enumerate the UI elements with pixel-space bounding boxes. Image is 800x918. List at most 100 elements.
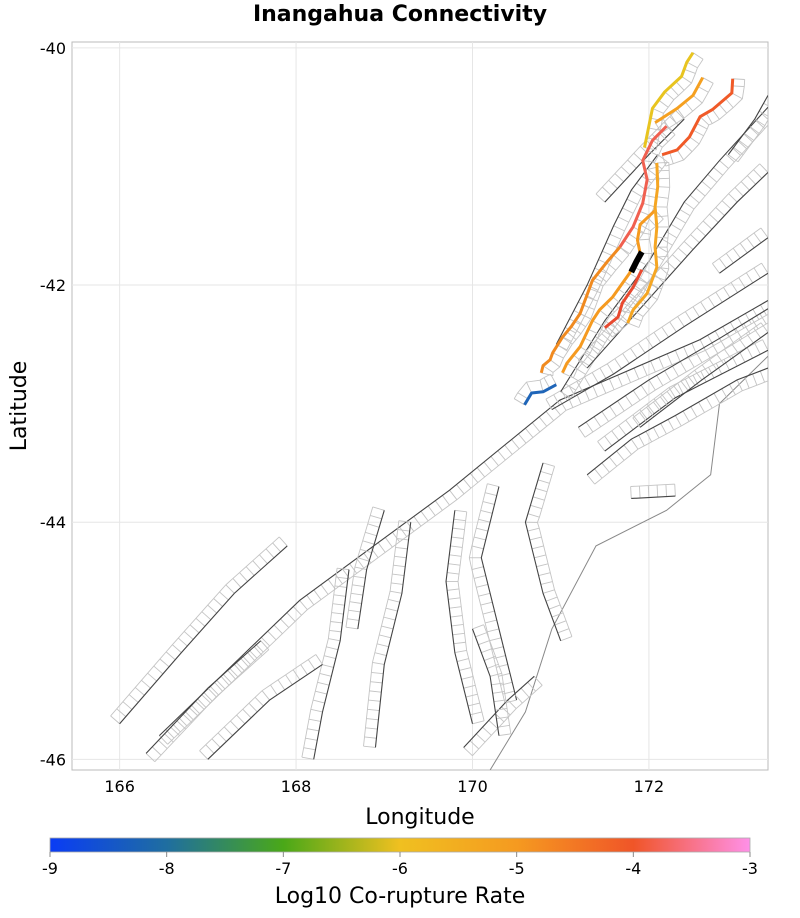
fault-surface-rung bbox=[545, 596, 558, 602]
fault-surface-rung bbox=[626, 198, 638, 205]
fault-surface-rung bbox=[476, 527, 489, 532]
fault-surface-rung bbox=[641, 269, 653, 276]
fault-surface-rung bbox=[374, 652, 387, 657]
fault-surface-rung bbox=[492, 691, 505, 694]
fault-surface-rung bbox=[738, 338, 747, 349]
fault-surface-rung bbox=[110, 715, 120, 725]
colorbar-label: Log10 Co-rupture Rate bbox=[275, 884, 526, 909]
fault-surface-edge bbox=[712, 227, 762, 264]
colored-faults bbox=[513, 51, 746, 406]
fault-surface-rung bbox=[313, 589, 322, 600]
fault-surface-rung bbox=[491, 646, 504, 651]
fault-surface-rung bbox=[630, 347, 638, 359]
fault-surface-rung bbox=[245, 566, 255, 576]
fault-surface-rung bbox=[692, 374, 699, 387]
fault-surface-rung bbox=[725, 153, 735, 163]
fault-surface-rung bbox=[564, 327, 576, 334]
fault-surface-rung bbox=[321, 664, 334, 668]
fault-surface-edge bbox=[536, 466, 573, 637]
fault-surface-rung bbox=[507, 699, 517, 709]
fault-surface-rung bbox=[532, 496, 545, 501]
fault-surface-rung bbox=[674, 415, 682, 427]
fault-surface-rung bbox=[331, 612, 344, 615]
fault-surface-rung bbox=[622, 302, 634, 309]
fault-surface-rung bbox=[701, 364, 710, 375]
fault-surface-rung bbox=[230, 720, 240, 730]
fault-surface-rung bbox=[583, 353, 594, 362]
colorbar-tick-label: -9 bbox=[42, 859, 58, 878]
fault-surface-rung bbox=[639, 224, 651, 232]
fault-surface-rung bbox=[214, 681, 223, 692]
fault-surface-rung bbox=[728, 154, 739, 163]
fault-surface-rung bbox=[497, 724, 510, 728]
fault-surface-rung bbox=[456, 658, 469, 662]
fault-surface-edge bbox=[301, 568, 338, 758]
fault-surface-rung bbox=[392, 573, 405, 576]
fault-surface-rung bbox=[754, 118, 766, 126]
background-fault-trace bbox=[719, 237, 768, 274]
fault-surface-rung bbox=[694, 370, 703, 381]
fault-surface-rung bbox=[754, 343, 761, 355]
fault-surface-rung bbox=[759, 163, 768, 173]
fault-surface-rung bbox=[712, 109, 720, 120]
fault-surface-rung bbox=[715, 363, 723, 375]
fault-surface-rung bbox=[612, 296, 623, 306]
fault-surface-rung bbox=[560, 391, 572, 399]
fault-surface-rung bbox=[248, 702, 258, 713]
coastline bbox=[489, 355, 768, 770]
fault-surface-rung bbox=[657, 154, 668, 163]
fault-surface-rung bbox=[549, 359, 561, 368]
fault-surface-rung bbox=[327, 579, 336, 590]
background-fault-trace bbox=[357, 510, 385, 629]
fault-surface-rung bbox=[684, 68, 696, 74]
fault-surface-rung bbox=[767, 95, 768, 96]
fault-surface-rung bbox=[183, 631, 194, 640]
fault-surface-rung bbox=[390, 590, 402, 594]
fault-surface-rung bbox=[738, 277, 746, 288]
fault-surface-rung bbox=[454, 649, 467, 654]
fault-surface-rung bbox=[261, 690, 270, 701]
fault-surface-rung bbox=[701, 180, 712, 190]
fault-surface-rung bbox=[487, 663, 499, 669]
fault-surface-rung bbox=[637, 342, 646, 354]
background-fault-trace bbox=[560, 106, 768, 393]
fault-surface-rung bbox=[534, 554, 546, 559]
fault-surface-rung bbox=[199, 750, 209, 760]
fault-surface-rung bbox=[317, 681, 330, 686]
fault-surface-rung bbox=[732, 85, 745, 88]
fault-surface-rung bbox=[397, 529, 410, 532]
fault-surface-rung bbox=[713, 167, 724, 176]
fault-surface-rung bbox=[347, 618, 360, 621]
fault-surface-rung bbox=[709, 359, 717, 370]
fault-surface-rung bbox=[145, 753, 156, 762]
fault-surface-edge bbox=[472, 684, 543, 756]
fault-surface-rung bbox=[601, 268, 612, 277]
fault-surface-rung bbox=[731, 355, 738, 367]
fault-surface-rung bbox=[617, 400, 625, 412]
fault-surface-rung bbox=[557, 344, 569, 352]
fault-surface-rung bbox=[494, 713, 505, 723]
fault-surface-rung bbox=[644, 147, 657, 151]
fault-surface-rung bbox=[730, 282, 738, 293]
fault-surface-rung bbox=[652, 107, 664, 114]
fault-surface-rung bbox=[195, 617, 206, 627]
fault-surface-rung bbox=[577, 427, 586, 438]
fault-surface-rung bbox=[182, 713, 193, 723]
fault-surface-rung bbox=[456, 484, 465, 495]
fault-surface-rung bbox=[767, 107, 768, 108]
fault-surface-rung bbox=[736, 379, 743, 391]
fault-surface-rung bbox=[475, 632, 487, 638]
fault-surface-rung bbox=[715, 291, 723, 303]
fault-surface-rung bbox=[451, 536, 464, 539]
fault-surface-rung bbox=[482, 610, 495, 615]
fault-surface-rung bbox=[690, 234, 700, 244]
fault-surface-rung bbox=[697, 86, 709, 93]
fault-surface-rung bbox=[597, 441, 606, 452]
fault-surface-rung bbox=[488, 720, 498, 729]
fault-surface-rung bbox=[722, 326, 730, 338]
fault-surface-rung bbox=[491, 682, 504, 686]
fault-surface-rung bbox=[653, 275, 666, 281]
fault-surface-rung bbox=[543, 377, 551, 389]
fault-surface-rung bbox=[527, 527, 540, 532]
fault-surface-rung bbox=[601, 462, 610, 473]
